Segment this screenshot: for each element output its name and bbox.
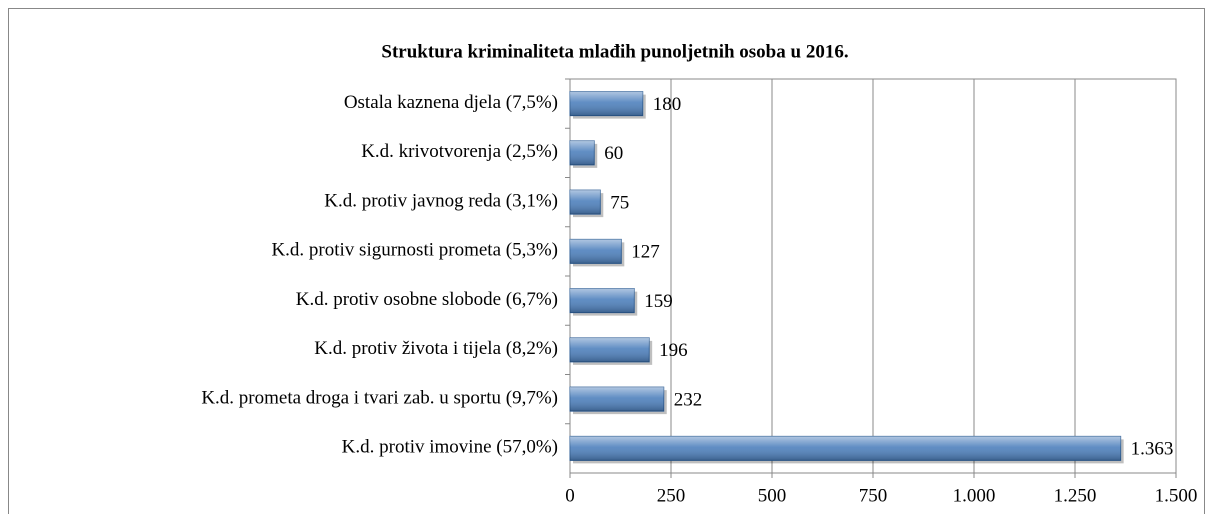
x-tick-label: 1.000 — [953, 485, 996, 506]
value-label: 1.363 — [1131, 439, 1174, 460]
y-tick-label: K.d. protiv sigurnosti prometa (5,3%) — [271, 240, 558, 261]
y-tick-label: K.d. protiv imovine (57,0%) — [342, 437, 558, 458]
bar-shine — [570, 337, 650, 362]
x-tick-label: 250 — [657, 485, 686, 506]
bar-shine — [570, 190, 601, 215]
x-tick-label: 500 — [758, 485, 787, 506]
y-tick-label: K.d. prometa droga i tvari zab. u sportu… — [201, 387, 558, 408]
x-tick-label: 750 — [859, 485, 888, 506]
y-tick-label: K.d. protiv života i tijela (8,2%) — [314, 338, 558, 359]
value-label: 127 — [631, 242, 660, 263]
bar-shine — [570, 436, 1121, 461]
x-tick-label: 1.250 — [1054, 485, 1097, 506]
y-tick-label: K.d. protiv javnog reda (3,1%) — [324, 190, 558, 211]
value-label: 60 — [604, 143, 623, 164]
bar-shine — [570, 140, 595, 165]
bar-shine — [570, 288, 635, 313]
value-label: 159 — [644, 291, 673, 312]
bar-shine — [570, 387, 664, 412]
x-tick-label: 0 — [565, 485, 575, 506]
y-tick-label: K.d. krivotvorenja (2,5%) — [361, 141, 558, 162]
bar-shine — [570, 91, 643, 116]
value-label: 196 — [659, 340, 688, 361]
y-tick-label: Ostala kaznena djela (7,5%) — [344, 92, 558, 113]
value-label: 232 — [674, 389, 703, 410]
chart-frame — [8, 8, 1205, 514]
y-tick-label: K.d. protiv osobne slobode (6,7%) — [296, 289, 558, 310]
value-label: 180 — [653, 94, 682, 115]
chart-title: Struktura kriminaliteta mlađih punoljetn… — [381, 41, 848, 62]
bar-shine — [570, 239, 622, 264]
x-tick-label: 1.500 — [1155, 485, 1198, 506]
value-label: 75 — [610, 192, 629, 213]
